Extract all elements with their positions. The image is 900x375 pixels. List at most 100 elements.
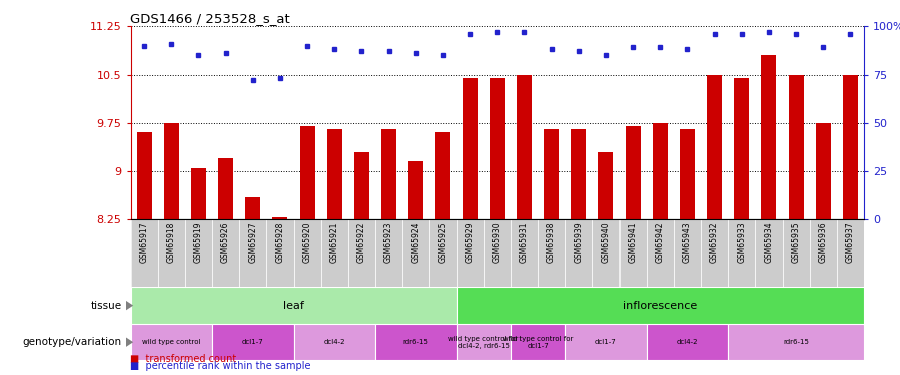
Text: ■  transformed count: ■ transformed count: [130, 354, 237, 364]
Bar: [381, 129, 396, 219]
Text: genotype/variation: genotype/variation: [22, 337, 122, 347]
Bar: [218, 158, 233, 219]
Bar: [592, 219, 619, 287]
Text: GSM65928: GSM65928: [275, 221, 284, 263]
Text: GSM65931: GSM65931: [520, 221, 529, 263]
Bar: [293, 219, 320, 287]
Text: GSM65923: GSM65923: [384, 221, 393, 263]
Bar: [375, 324, 456, 360]
Bar: [490, 78, 505, 219]
Bar: [652, 123, 668, 219]
Bar: [810, 219, 837, 287]
Bar: [436, 132, 450, 219]
Text: GSM65921: GSM65921: [329, 221, 338, 263]
Bar: [300, 126, 315, 219]
Text: GSM65920: GSM65920: [302, 221, 311, 263]
Text: ■  percentile rank within the sample: ■ percentile rank within the sample: [130, 361, 311, 371]
Bar: [429, 219, 456, 287]
Text: tissue: tissue: [90, 301, 122, 310]
Bar: [158, 219, 184, 287]
Bar: [212, 219, 239, 287]
Bar: [538, 219, 565, 287]
Bar: [544, 129, 559, 219]
Text: GDS1466 / 253528_s_at: GDS1466 / 253528_s_at: [130, 12, 290, 25]
Bar: [701, 219, 728, 287]
Bar: [375, 219, 402, 287]
Bar: [782, 219, 810, 287]
Text: GSM65932: GSM65932: [710, 221, 719, 263]
Bar: [565, 219, 592, 287]
Bar: [456, 287, 864, 324]
Text: rdr6-15: rdr6-15: [403, 339, 428, 345]
Bar: [347, 219, 375, 287]
Text: GSM65926: GSM65926: [221, 221, 230, 263]
Bar: [456, 324, 511, 360]
Bar: [293, 324, 375, 360]
Text: GSM65938: GSM65938: [547, 221, 556, 263]
Text: GSM65927: GSM65927: [248, 221, 257, 263]
Text: GSM65935: GSM65935: [792, 221, 801, 263]
Bar: [837, 219, 864, 287]
Bar: [572, 129, 586, 219]
Bar: [130, 287, 456, 324]
Text: GSM65929: GSM65929: [465, 221, 474, 263]
Bar: [402, 219, 429, 287]
Bar: [619, 219, 647, 287]
Bar: [164, 123, 179, 219]
Text: GSM65942: GSM65942: [656, 221, 665, 263]
Bar: [707, 75, 722, 219]
Bar: [191, 168, 206, 219]
Bar: [598, 152, 614, 219]
Bar: [246, 197, 260, 219]
Text: GSM65930: GSM65930: [493, 221, 502, 263]
Bar: [815, 123, 831, 219]
Text: GSM65937: GSM65937: [846, 221, 855, 263]
Text: leaf: leaf: [284, 301, 304, 310]
Bar: [409, 161, 423, 219]
Bar: [320, 219, 347, 287]
Bar: [266, 219, 293, 287]
Text: dcl1-7: dcl1-7: [595, 339, 616, 345]
Text: GSM65925: GSM65925: [438, 221, 447, 263]
Bar: [788, 75, 804, 219]
Text: GSM65933: GSM65933: [737, 221, 746, 263]
Bar: [647, 219, 674, 287]
Bar: [755, 219, 782, 287]
Text: GSM65934: GSM65934: [764, 221, 773, 263]
Text: GSM65939: GSM65939: [574, 221, 583, 263]
Bar: [130, 219, 158, 287]
Bar: [565, 324, 647, 360]
Bar: [137, 132, 151, 219]
Bar: [511, 324, 565, 360]
Bar: [239, 219, 266, 287]
Bar: [511, 219, 538, 287]
Bar: [843, 75, 858, 219]
Bar: [483, 219, 511, 287]
Text: GSM65919: GSM65919: [194, 221, 202, 263]
Bar: [734, 78, 749, 219]
Bar: [626, 126, 641, 219]
Text: dcl4-2: dcl4-2: [323, 339, 345, 345]
Bar: [680, 129, 695, 219]
Text: GSM65936: GSM65936: [819, 221, 828, 263]
Bar: [273, 217, 287, 219]
Bar: [212, 324, 293, 360]
Text: rdr6-15: rdr6-15: [783, 339, 809, 345]
Text: GSM65941: GSM65941: [628, 221, 637, 263]
Bar: [728, 219, 755, 287]
Text: GSM65940: GSM65940: [601, 221, 610, 263]
Bar: [327, 129, 342, 219]
Bar: [463, 78, 478, 219]
Bar: [130, 324, 212, 360]
Text: dcl4-2: dcl4-2: [677, 339, 698, 345]
Text: wild type control for
dcl4-2, rdr6-15: wild type control for dcl4-2, rdr6-15: [448, 336, 519, 349]
Bar: [184, 219, 212, 287]
Text: dcl1-7: dcl1-7: [242, 339, 264, 345]
Bar: [674, 219, 701, 287]
Text: GSM65924: GSM65924: [411, 221, 420, 263]
Text: GSM65918: GSM65918: [166, 221, 176, 263]
Bar: [761, 55, 777, 219]
Text: GSM65922: GSM65922: [357, 221, 366, 263]
Text: wild type control: wild type control: [142, 339, 201, 345]
Bar: [517, 75, 532, 219]
